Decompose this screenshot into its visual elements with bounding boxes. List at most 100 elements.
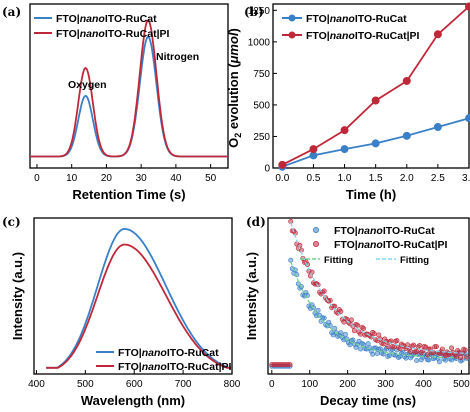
panel-d-legend-1: FTO|nanoITO-RuCat [334,225,435,237]
panel-c-x-tick-label: 600 [126,379,143,390]
panel-b-series-2-point [433,30,442,39]
panel-d-x-tick-label: 0 [269,379,275,390]
panel-d-series-2-point [361,325,367,331]
panel-c-x-tick-label: 500 [77,379,94,390]
nitrogen-peak-label: Nitrogen [156,51,199,63]
panel-b: (b) 0.0 0.5 1.0 1.5 2.0 2.5 3.0 0 250 500 750 1000 1… [226,2,470,202]
panel-b-x-tick-label: 2.0 [400,173,414,184]
panel-a-legend-2: FTO|nanoITO-RuCat|PI [56,28,170,40]
panel-c-curves [46,227,231,369]
panel-a-curves [30,19,228,158]
panel-d-series-1-point [321,315,327,321]
panel-d-series-2-point [449,345,455,351]
panel-d-series-1-point [442,357,448,363]
panel-d-x-title: Decay time (ns) [320,393,416,408]
panel-d-legend-fit-label-2: Fitting [400,255,429,266]
panel-b-y-title: O2 evolution (μmol) [226,28,243,148]
panel-d-x-tick-label: 100 [301,379,318,390]
panel-b-x-tick-label: 0.0 [275,173,289,184]
panel-b-legend-marker-2 [288,31,296,39]
panel-a-series-2-line [30,19,228,158]
panel-c-legend-1: FTO|nanoITO-RuCat [118,347,219,359]
panel-b-series-2-point [278,160,287,169]
panel-c: (c) 400 500 600 700 800 FTO|nanoITO-RuCat FT… [2,215,241,408]
panel-b-series-1-point [402,131,411,140]
panel-d-series-2-point [417,343,423,349]
panel-b-x-title: Time (h) [346,187,396,202]
panel-b-legend-marker-1 [288,14,296,22]
panel-d-series-2-point [439,346,445,352]
panel-a-x-tick-label: 40 [170,173,182,184]
panel-b-frame [272,3,470,169]
panel-b-series-2-point [309,145,318,154]
oxygen-peak-label: Oxygen [68,79,107,91]
panel-b-x-tick-label: 2.5 [431,173,445,184]
panel-d-series-2-point [433,344,439,350]
panel-a-x-tick-label: 50 [205,173,217,184]
panel-a-x-tick-label: 30 [136,173,148,184]
panel-a-x-tick-label: 10 [66,173,78,184]
panel-d-series-2-point [462,347,468,353]
panel-c-x-tick-label: 400 [28,379,45,390]
panel-d-series-1-point [338,330,344,336]
panel-b-y-tick-label: 250 [253,132,270,143]
panel-c-series-2-line [46,243,231,369]
panel-d-legend-2: FTO|nanoITO-RuCat|PI [334,239,448,251]
panel-d-series-1-point [414,357,420,363]
panel-b-series-1-point [433,123,442,132]
panel-d-series-2-point [327,297,333,303]
panel-d-series-2-point [391,344,397,350]
panel-b-legend-2: FTO|nanoITO-RuCat|PI [306,30,420,42]
panel-d-series-1-point [365,341,371,347]
panel-c-label: (c) [2,215,21,229]
panel-d-series-2-point [376,332,382,338]
panel-d-series-2-point [351,328,357,334]
panel-d-series-2-point [321,288,327,294]
panel-d-series-1-point [400,349,406,355]
panel-d-series-1-point [426,357,432,363]
panel-c-y-title: Intensity (a.u.) [10,252,25,340]
panel-a-x-tick-label: 0 [34,173,40,184]
panel-d-series-1-point [342,331,348,337]
panel-b-y-tick-label: 1250 [248,6,271,17]
panel-b-x-tick-label: 1.5 [369,173,383,184]
panel-d-series-2-point [348,317,354,323]
panel-a-x-title: Retention Time (s) [72,187,185,202]
panel-a-legend-1: FTO|nanoITO-RuCat [56,13,157,25]
panel-b-y-tick-label: 500 [253,100,270,111]
panel-c-x-tick-label: 700 [175,379,192,390]
panel-d-series-1-point [370,351,376,357]
panel-b-series-1-point [340,145,349,154]
panel-d-x-tick-label: 300 [377,379,394,390]
panel-d-series-2-point [355,322,361,328]
panel-d-series-1-point [327,323,333,329]
panel-d-points [269,218,470,369]
panel-b-series-2-point [340,126,349,135]
panel-b-ticks: 0.0 0.5 1.0 1.5 2.0 2.5 3.0 0 250 500 750 1000 1250 [248,6,470,184]
panel-d-series-1-point [377,346,383,352]
panel-d-fit-1-line [290,261,467,359]
panel-d-frame [267,217,470,375]
panel-a-x-tick-label: 20 [101,173,113,184]
panel-c-x-title: Wavelength (nm) [81,393,185,408]
panel-a: (a) 0 10 20 30 40 50 FTO|nanoITO-RuCat FTO|na… [2,3,229,202]
panel-b-label: (b) [244,5,264,19]
panel-d-series-2-point [332,303,338,309]
panel-d-series-2-point [397,345,403,351]
panel-b-series-1-point [371,139,380,148]
panel-d-series-1-point [436,359,442,365]
panel-d-series-2-point [464,354,470,360]
panel-d-legend-fit-label-1: Fitting [324,255,353,266]
panel-c-series-1-line [46,227,231,369]
panel-b-x-tick-label: 3.0 [462,173,470,184]
panel-a-x-ticks: 0 10 20 30 40 50 [34,164,217,184]
panel-a-frame [29,3,229,169]
panel-b-y-tick-label: 0 [264,164,270,175]
panel-b-series [278,2,470,171]
panel-b-legend-1: FTO|nanoITO-RuCat [306,13,407,25]
panel-d-series-2-point [458,355,464,361]
panel-d-x-tick-label: 500 [453,379,470,390]
panel-d-label: (d) [246,215,266,229]
panel-b-y-tick-label: 750 [253,69,270,80]
